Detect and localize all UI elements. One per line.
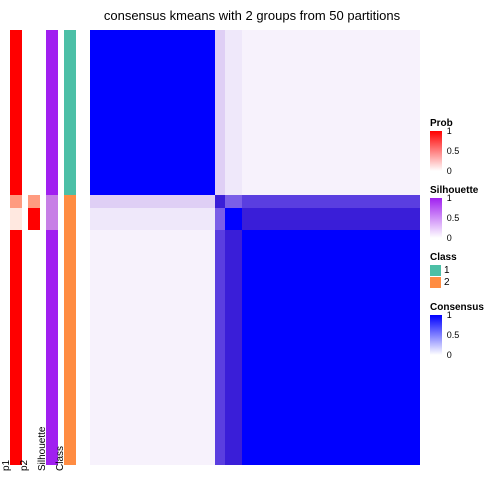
annot-segment (10, 230, 22, 465)
legend-prob-bar (430, 131, 442, 171)
annot-label-class: Class (55, 469, 66, 471)
annot-segment (28, 30, 40, 195)
legend-consensus-title: Consensus (430, 302, 498, 313)
annot-segment (10, 30, 22, 195)
annot-segment (28, 208, 40, 230)
legend-class: Class 12 (430, 252, 498, 288)
annot-segment (10, 195, 22, 208)
annot-track-class (64, 30, 76, 465)
annot-segment (46, 195, 58, 230)
legend-prob: Prob 10.50 (430, 118, 498, 171)
heatmap-cell (242, 208, 420, 230)
heatmap-cell (225, 208, 242, 230)
annot-segment (64, 195, 76, 465)
legend-class-title: Class (430, 252, 498, 263)
consensus-heatmap (90, 30, 420, 465)
legend-consensus: Consensus 10.50 (430, 302, 498, 355)
legend-tick: 0 (447, 351, 452, 360)
heatmap-cell (90, 230, 215, 465)
heatmap-cell (242, 195, 420, 208)
legend-tick: 0 (447, 167, 452, 176)
heatmap-cell (242, 230, 420, 465)
annot-track-silhouette (46, 30, 58, 465)
heatmap-cell (225, 230, 242, 465)
legend-tick: 0.5 (447, 147, 460, 156)
legend-class-item: 1 (430, 265, 498, 276)
legend-prob-title: Prob (430, 118, 498, 129)
heatmap-cell (215, 230, 225, 465)
legend-tick: 0.5 (447, 331, 460, 340)
legend-consensus-ticks: 10.50 (447, 315, 477, 355)
legend-tick: 1 (447, 127, 452, 136)
annot-track-p2 (28, 30, 40, 465)
legend-tick: 1 (447, 194, 452, 203)
heatmap-cell (225, 195, 242, 208)
legend-prob-ticks: 10.50 (447, 131, 477, 171)
legend-silhouette-ticks: 10.50 (447, 198, 477, 238)
heatmap-cell (225, 30, 242, 195)
legend-silhouette: Silhouette 10.50 (430, 185, 498, 238)
annot-segment (46, 30, 58, 195)
chart-title: consensus kmeans with 2 groups from 50 p… (0, 8, 504, 23)
heatmap-cell (215, 195, 225, 208)
annot-segment (64, 30, 76, 195)
legend-label: 1 (444, 265, 450, 276)
annot-segment (28, 195, 40, 208)
heatmap-cell (90, 30, 215, 195)
legend-tick: 1 (447, 311, 452, 320)
legend-silhouette-bar (430, 198, 442, 238)
legend-tick: 0 (447, 234, 452, 243)
heatmap-cell (215, 30, 225, 195)
legend-swatch (430, 277, 441, 288)
annot-label-p1: p1 (1, 469, 12, 471)
legend-swatch (430, 265, 441, 276)
legends: Prob 10.50 Silhouette 10.50 Class 12 Con… (430, 118, 498, 369)
annot-segment (10, 208, 22, 230)
heatmap-cell (90, 208, 215, 230)
legend-consensus-bar (430, 315, 442, 355)
annot-track-p1 (10, 30, 22, 465)
legend-class-item: 2 (430, 277, 498, 288)
annot-label-silhouette: Silhouette (37, 469, 48, 471)
legend-tick: 0.5 (447, 214, 460, 223)
annot-label-p2: p2 (19, 469, 30, 471)
heatmap-cell (242, 30, 420, 195)
legend-silhouette-title: Silhouette (430, 185, 498, 196)
heatmap-cell (90, 195, 215, 208)
legend-label: 2 (444, 277, 450, 288)
heatmap-cell (215, 208, 225, 230)
plot-area: p1p2SilhouetteClass (10, 30, 420, 465)
